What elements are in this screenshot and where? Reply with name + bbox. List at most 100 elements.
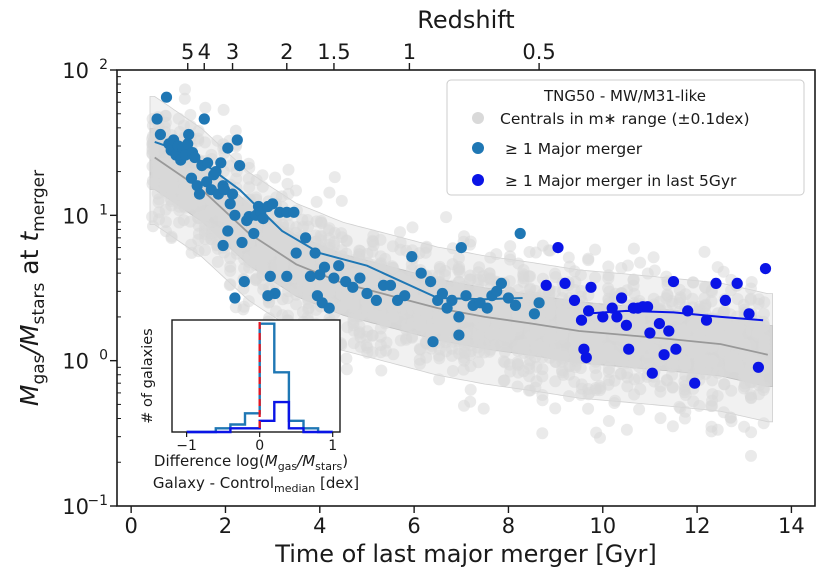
control-point bbox=[464, 395, 477, 408]
major-merger-point bbox=[455, 242, 467, 254]
major-merger-point bbox=[318, 261, 331, 273]
control-point bbox=[406, 331, 419, 344]
major-merger-point bbox=[217, 239, 229, 252]
control-point bbox=[602, 260, 615, 273]
control-point bbox=[281, 177, 294, 190]
control-point bbox=[536, 363, 549, 376]
control-point bbox=[243, 161, 256, 174]
recent-merger-point bbox=[658, 349, 670, 361]
recent-merger-point bbox=[743, 308, 755, 320]
recent-merger-point bbox=[616, 292, 628, 304]
y-tick-label: 10 bbox=[62, 204, 89, 228]
control-point bbox=[490, 248, 503, 261]
control-point bbox=[328, 171, 341, 184]
control-point bbox=[199, 136, 211, 149]
recent-merger-point bbox=[606, 302, 618, 314]
major-merger-point bbox=[453, 329, 465, 341]
major-merger-point bbox=[222, 142, 234, 154]
major-merger-point bbox=[333, 260, 345, 272]
control-point bbox=[686, 292, 699, 305]
control-point bbox=[602, 272, 615, 285]
y-tick-exponent: 1 bbox=[99, 202, 108, 218]
control-point bbox=[744, 339, 757, 352]
major-merger-point bbox=[446, 294, 458, 306]
major-merger-point bbox=[460, 290, 472, 302]
control-point bbox=[706, 400, 718, 413]
control-point bbox=[242, 295, 255, 308]
major-merger-point bbox=[288, 206, 300, 218]
plot-frame bbox=[116, 69, 816, 507]
major-merger-point bbox=[198, 113, 210, 125]
control-point bbox=[621, 259, 634, 272]
major-merger-point bbox=[248, 227, 260, 240]
major-merger-point bbox=[193, 188, 206, 200]
inset-histogram-steps bbox=[186, 322, 333, 434]
major-merger-point bbox=[436, 287, 448, 300]
top-tick-label: 1.5 bbox=[317, 40, 350, 64]
inset-x-tick-label: 0 bbox=[255, 438, 264, 454]
x-tick-label: 2 bbox=[219, 514, 232, 538]
control-point bbox=[243, 181, 256, 194]
inset-hist-recent-merger bbox=[186, 400, 333, 434]
control-point bbox=[666, 381, 679, 394]
control-point bbox=[711, 357, 724, 370]
control-point bbox=[199, 101, 212, 114]
major-merger-point bbox=[453, 311, 465, 323]
major-merger-point bbox=[290, 247, 302, 259]
control-point bbox=[582, 252, 595, 265]
major-merger-point bbox=[238, 276, 250, 288]
major-merger-point bbox=[384, 279, 397, 291]
legend-title: TNG50 - MW/M31-like bbox=[543, 87, 706, 105]
major-merger-point bbox=[300, 232, 312, 244]
major-merger-point bbox=[406, 251, 418, 263]
control-point bbox=[504, 240, 517, 253]
control-point bbox=[589, 271, 602, 284]
control-point bbox=[745, 449, 757, 462]
control-point bbox=[340, 234, 353, 247]
control-point bbox=[711, 390, 724, 402]
control-point bbox=[687, 276, 699, 289]
recent-merger-point bbox=[653, 318, 666, 330]
recent-merger-point bbox=[667, 276, 680, 288]
recent-merger-point bbox=[719, 294, 732, 306]
control-point bbox=[678, 412, 691, 425]
control-point bbox=[556, 331, 569, 344]
inset-x-tick-label: 1 bbox=[328, 438, 337, 454]
inset-histogram: −1 0 1 # of galaxies Difference log(Mgas/M… bbox=[140, 319, 359, 495]
control-point bbox=[406, 221, 419, 234]
major-merger-point bbox=[347, 281, 359, 293]
control-point bbox=[498, 374, 511, 387]
control-point bbox=[452, 252, 465, 265]
top-tick-label: 0.5 bbox=[522, 40, 555, 64]
control-point bbox=[698, 245, 711, 258]
major-merger-point bbox=[183, 128, 195, 141]
control-point bbox=[165, 232, 178, 244]
x-tick-label: 10 bbox=[589, 514, 616, 538]
recent-merger-point bbox=[540, 279, 552, 291]
major-merger-point bbox=[231, 134, 243, 146]
y-tick-exponent: 2 bbox=[99, 57, 108, 73]
recent-merger-point bbox=[620, 319, 633, 331]
control-point bbox=[633, 346, 646, 358]
control-point bbox=[387, 348, 400, 361]
control-point bbox=[290, 298, 303, 311]
recent-merger-point bbox=[642, 301, 654, 313]
control-point bbox=[647, 251, 660, 264]
control-point bbox=[574, 362, 587, 375]
x-tick-label: 0 bbox=[124, 514, 137, 538]
control-point bbox=[179, 83, 191, 96]
control-point bbox=[230, 172, 243, 185]
control-point bbox=[634, 383, 647, 396]
control-point bbox=[582, 402, 595, 415]
control-point bbox=[229, 124, 242, 137]
control-point bbox=[569, 352, 582, 365]
control-point bbox=[633, 315, 646, 328]
recent-merger-point bbox=[559, 277, 571, 289]
control-point bbox=[192, 124, 205, 137]
control-point bbox=[634, 256, 647, 269]
control-point bbox=[199, 244, 211, 257]
x-tick-label: 14 bbox=[778, 514, 805, 538]
control-point bbox=[310, 195, 323, 208]
control-point bbox=[250, 191, 263, 204]
inset-x-tick-label: −1 bbox=[176, 438, 197, 454]
